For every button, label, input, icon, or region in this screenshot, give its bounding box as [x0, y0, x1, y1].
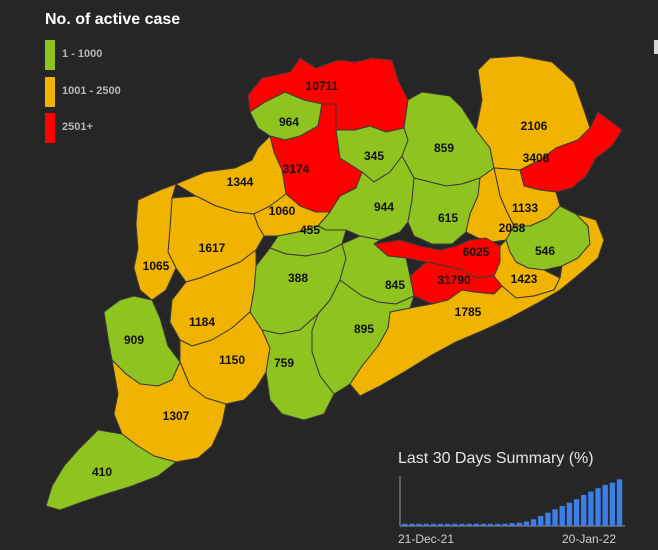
district-value-label: 3408 [523, 151, 550, 165]
summary-bar [473, 523, 479, 526]
district-value-label: 909 [124, 333, 144, 347]
district-value-label: 895 [354, 322, 374, 336]
district-value-label: 388 [288, 271, 308, 285]
district-value-label: 31790 [437, 273, 471, 287]
summary-bar [552, 509, 558, 526]
district-value-label: 1617 [199, 241, 226, 255]
district-value-label: 1060 [269, 204, 296, 218]
summary-bar [609, 482, 616, 526]
summary-bar [430, 523, 437, 526]
district-value-label: 2058 [499, 221, 526, 235]
summary-bar [509, 523, 515, 526]
summary-bar [573, 499, 580, 526]
summary-bar [588, 491, 594, 526]
district-value-label: 615 [438, 211, 458, 225]
summary-bar [416, 523, 422, 526]
summary-bars [402, 479, 623, 526]
district-value-label: 410 [92, 465, 112, 479]
district-value-label: 10711 [306, 79, 339, 93]
district-value-label: 944 [374, 200, 394, 214]
summary-bar [523, 521, 530, 526]
summary-bar [437, 523, 444, 526]
summary-start-date: 21-Dec-21 [398, 532, 455, 546]
legend-title: No. of active case [45, 11, 181, 28]
district-value-label: 1065 [143, 259, 170, 273]
summary-bar [444, 523, 451, 526]
district-region-2058[interactable] [465, 167, 515, 243]
legend-swatch-high [45, 113, 55, 143]
legend-swatch-mid [45, 77, 55, 107]
district-region-759[interactable] [261, 313, 335, 421]
district-value-label: 1133 [512, 201, 538, 215]
summary-bar [559, 506, 565, 526]
district-value-label: 964 [279, 115, 299, 129]
summary-bar [502, 523, 508, 526]
district-region-859[interactable] [401, 91, 495, 187]
edge-marker [654, 40, 658, 54]
district-value-label: 2106 [521, 119, 548, 133]
legend-label-mid: 1001 - 2500 [62, 85, 121, 97]
district-value-label: 6025 [463, 245, 490, 259]
summary-bar-chart [399, 476, 625, 527]
district-value-label: 1307 [163, 409, 190, 423]
legend-label-low: 1 - 1000 [62, 48, 103, 60]
summary-bar [581, 494, 587, 526]
summary-bar [530, 519, 537, 526]
district-value-label: 1150 [219, 353, 245, 367]
summary-bar [566, 502, 573, 526]
summary-bar [409, 523, 415, 526]
summary-bar [538, 516, 544, 526]
district-value-label: 1344 [227, 175, 254, 189]
district-region-1785[interactable] [349, 213, 605, 397]
district-value-label: 759 [274, 356, 294, 370]
district-region-1065[interactable] [133, 183, 177, 301]
legend-label-high: 2501+ [62, 121, 93, 133]
summary-bar [423, 523, 429, 526]
summary-bar [459, 523, 465, 526]
district-value-label: 3174 [283, 162, 310, 176]
summary-end-date: 20-Jan-22 [562, 532, 617, 546]
summary-bar [516, 522, 522, 526]
summary-bar [602, 484, 608, 526]
district-region-410[interactable] [45, 429, 177, 511]
legend-swatch-low [45, 40, 55, 70]
district-value-label: 455 [300, 223, 320, 237]
summary-title: Last 30 Days Summary (%) [398, 450, 594, 467]
summary-bar [495, 523, 501, 526]
district-value-label: 859 [434, 141, 454, 155]
district-value-label: 345 [364, 149, 384, 163]
summary-bar [466, 523, 472, 526]
summary-bar [616, 479, 623, 526]
district-value-label: 1184 [189, 315, 215, 329]
district-value-label: 1785 [455, 305, 482, 319]
district-value-label: 1423 [511, 272, 538, 286]
summary-bar [452, 523, 458, 526]
district-value-label: 845 [385, 278, 405, 292]
district-value-label: 546 [535, 244, 555, 258]
summary-bar [487, 523, 494, 526]
summary-bar [480, 523, 487, 526]
summary-bar [402, 523, 408, 526]
summary-bar [545, 512, 551, 526]
summary-bar [595, 488, 601, 526]
